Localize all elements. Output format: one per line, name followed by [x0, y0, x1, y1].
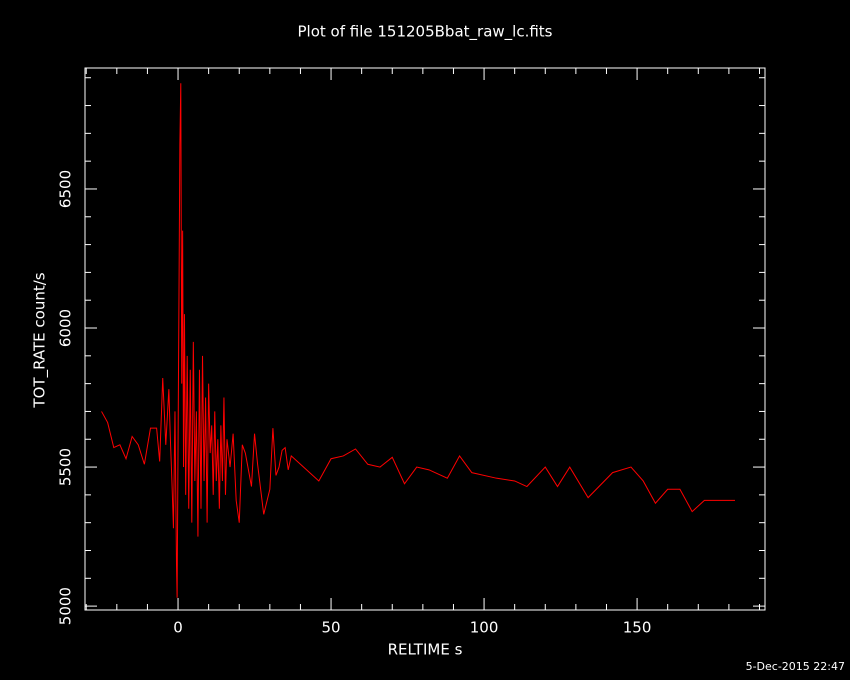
x-tick-label: 0	[173, 619, 183, 637]
y-tick-label: 6000	[57, 309, 75, 347]
x-tick-label: 150	[623, 619, 652, 637]
chart-title: Plot of file 151205Bbat_raw_lc.fits	[298, 23, 553, 42]
y-axis-label: TOT_RATE count/s	[31, 272, 50, 408]
timestamp: 5-Dec-2015 22:47	[746, 660, 845, 673]
x-axis-label: RELTIME s	[388, 641, 463, 659]
y-tick-label: 5500	[57, 448, 75, 486]
plot-frame	[84, 67, 766, 611]
x-tick-label: 50	[322, 619, 341, 637]
y-tick-label: 5000	[57, 587, 75, 625]
light-curve	[101, 83, 736, 598]
x-tick-label: 100	[470, 619, 499, 637]
y-tick-label: 6500	[57, 170, 75, 208]
